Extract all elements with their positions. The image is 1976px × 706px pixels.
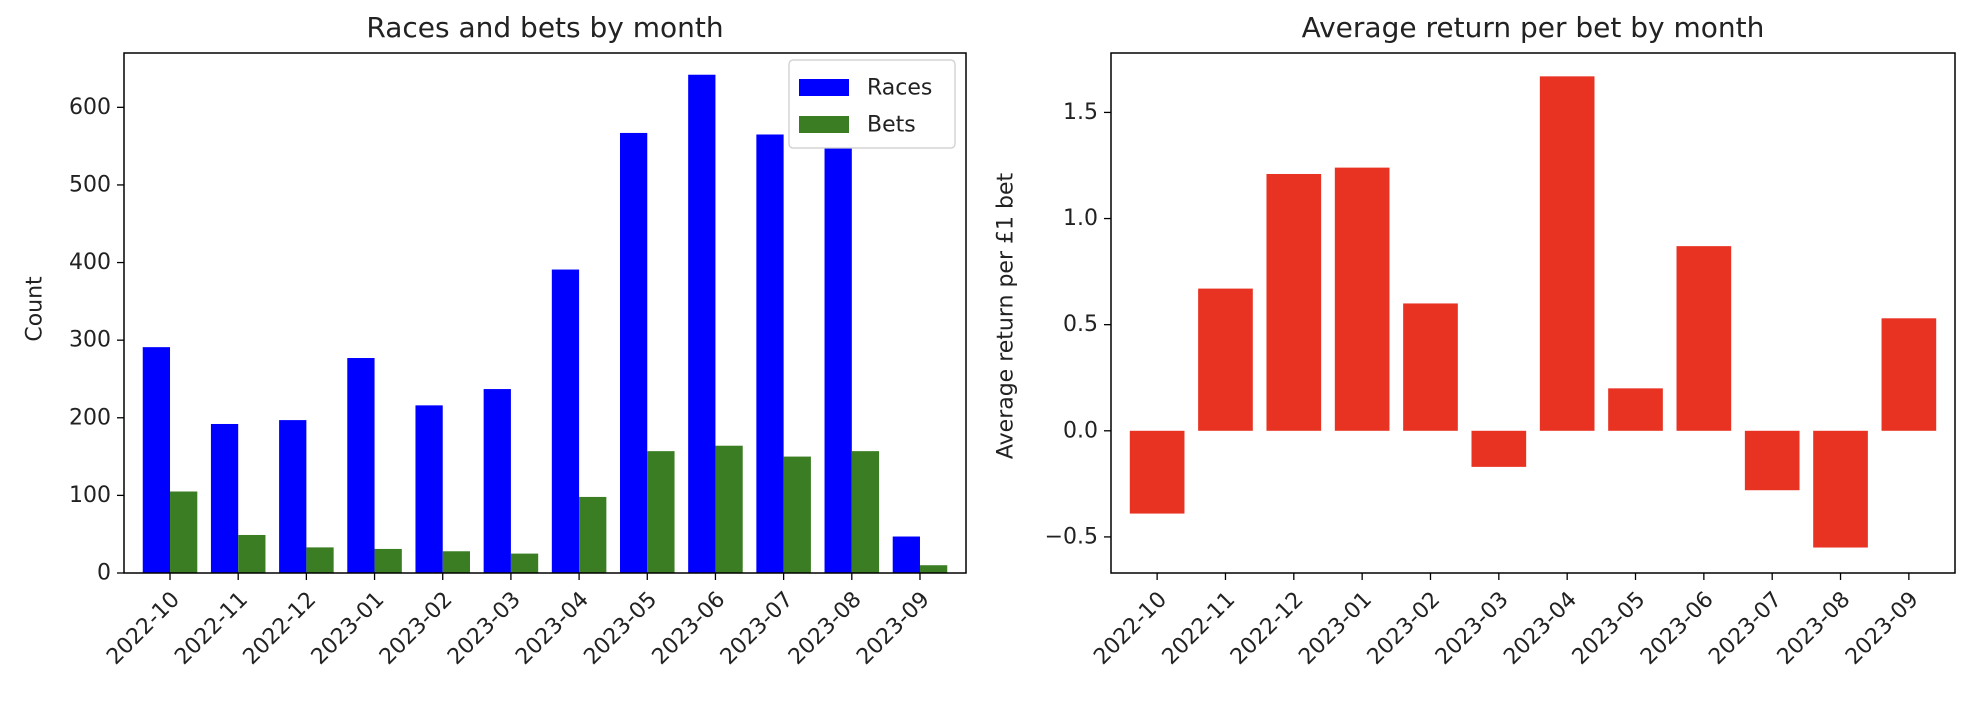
- y-axis-label: Count: [23, 276, 48, 342]
- y-tick-label: 100: [69, 483, 111, 508]
- return-bar-2023-07: [1744, 430, 1800, 491]
- x-tick-label: 2023-08: [1773, 587, 1856, 670]
- x-tick-label: 2022-11: [170, 587, 253, 670]
- y-tick-label: 1.0: [1063, 206, 1098, 231]
- bar-group: [1129, 76, 1937, 548]
- y-tick-label: 500: [69, 172, 111, 197]
- races-bar-2022-12: [279, 420, 307, 573]
- x-tick-label: 2023-01: [1294, 587, 1377, 670]
- y-tick-label: 400: [69, 250, 111, 275]
- return-bar-2023-03: [1471, 430, 1527, 467]
- y-tick-label: 0: [97, 561, 111, 586]
- return-bar-2023-08: [1813, 430, 1868, 548]
- chart-title: Average return per bet by month: [1302, 11, 1765, 44]
- bets-bar-2022-10: [170, 491, 198, 573]
- bets-bar-2022-11: [238, 534, 266, 573]
- return-bar-2023-04: [1539, 76, 1595, 431]
- y-tick-label: −0.5: [1045, 524, 1098, 549]
- legend-label-bets: Bets: [867, 113, 916, 138]
- bets-bar-2023-04: [579, 496, 607, 573]
- return-bar-2023-01: [1334, 167, 1390, 431]
- bets-bar-2023-07: [783, 456, 811, 573]
- x-tick-label: 2023-02: [1363, 587, 1446, 670]
- x-tick-label: 2023-04: [1499, 587, 1582, 670]
- return-bar-2022-10: [1129, 430, 1185, 514]
- races-bar-2023-09: [892, 536, 920, 573]
- y-ticks: 0 100 200 300 400 500 600: [69, 95, 124, 586]
- x-tick-label: 2022-12: [239, 587, 322, 670]
- x-tick-label: 2023-05: [1568, 587, 1651, 670]
- races-bar-2022-11: [210, 423, 239, 573]
- races-bar-2023-08: [824, 147, 852, 573]
- races-bar-2023-04: [551, 269, 580, 573]
- chart-title: Races and bets by month: [366, 11, 723, 44]
- x-tick-label: 2023-09: [1841, 587, 1924, 670]
- races-bar-2022-10: [142, 347, 171, 573]
- y-tick-label: 600: [69, 95, 111, 120]
- plot-frame: [1110, 52, 1956, 574]
- x-tick-label: 2022-12: [1226, 587, 1309, 670]
- bets-bar-2023-02: [442, 551, 471, 573]
- legend: Races Bets: [788, 59, 956, 149]
- bets-bar-2023-06: [715, 445, 743, 573]
- bets-bar-2023-03: [510, 553, 539, 573]
- x-ticks: 2022-102022-112022-122023-012023-022023-…: [1089, 573, 1924, 670]
- x-tick-label: 2023-09: [852, 587, 935, 670]
- x-tick-label: 2023-07: [716, 587, 799, 670]
- y-tick-label: 0.5: [1063, 312, 1098, 337]
- legend-label-races: Races: [867, 76, 932, 101]
- x-tick-label: 2023-06: [1636, 587, 1719, 670]
- y-tick-label: 1.5: [1063, 100, 1098, 125]
- return-bar-2023-09: [1881, 318, 1937, 431]
- races-bar-2023-05: [619, 132, 648, 573]
- races-bets-chart: Races and bets by month Count 0 100 200 300…: [23, 11, 967, 670]
- legend-swatch-bets: [799, 116, 849, 133]
- x-tick-label: 2022-10: [1089, 587, 1172, 670]
- bar-group: [142, 74, 948, 573]
- y-tick-label: 300: [69, 328, 111, 353]
- legend-swatch-races: [799, 79, 849, 96]
- bets-bar-2022-12: [306, 547, 334, 573]
- x-tick-label: 2023-06: [648, 587, 731, 670]
- return-bar-2023-06: [1676, 246, 1732, 431]
- return-bar-2023-05: [1608, 388, 1663, 431]
- bets-bar-2023-05: [647, 451, 675, 573]
- x-tick-label: 2022-11: [1158, 587, 1241, 670]
- plot-frame: [123, 52, 967, 574]
- x-tick-label: 2023-02: [375, 587, 458, 670]
- y-axis-label: Average return per £1 bet: [994, 173, 1019, 460]
- x-tick-label: 2022-10: [102, 587, 185, 670]
- y-tick-label: 200: [69, 405, 111, 430]
- return-bar-2022-12: [1266, 173, 1322, 431]
- x-tick-label: 2023-04: [511, 587, 594, 670]
- x-tick-label: 2023-01: [307, 587, 390, 670]
- bets-bar-2023-08: [851, 451, 880, 573]
- bets-bar-2023-01: [374, 548, 402, 573]
- races-bar-2023-02: [415, 405, 443, 573]
- x-tick-label: 2023-05: [579, 587, 662, 670]
- x-ticks: 2022-102022-112022-122023-012023-022023-…: [102, 573, 935, 670]
- x-tick-label: 2023-08: [784, 587, 867, 670]
- x-tick-label: 2023-03: [1431, 587, 1514, 670]
- races-bar-2023-03: [483, 389, 511, 573]
- races-bar-2023-06: [688, 74, 716, 573]
- x-tick-label: 2023-03: [443, 587, 526, 670]
- y-tick-label: 0.0: [1063, 418, 1098, 443]
- races-bar-2023-01: [347, 358, 375, 573]
- return-bar-2023-02: [1403, 303, 1458, 431]
- races-bar-2023-07: [756, 134, 784, 573]
- return-bar-2022-11: [1198, 288, 1253, 431]
- average-return-chart: Average return per bet by month Average …: [994, 11, 1956, 670]
- y-ticks: −0.5 0.0 0.5 1.0 1.5: [1045, 100, 1111, 549]
- bets-bar-2023-09: [919, 565, 948, 573]
- x-tick-label: 2023-07: [1704, 587, 1787, 670]
